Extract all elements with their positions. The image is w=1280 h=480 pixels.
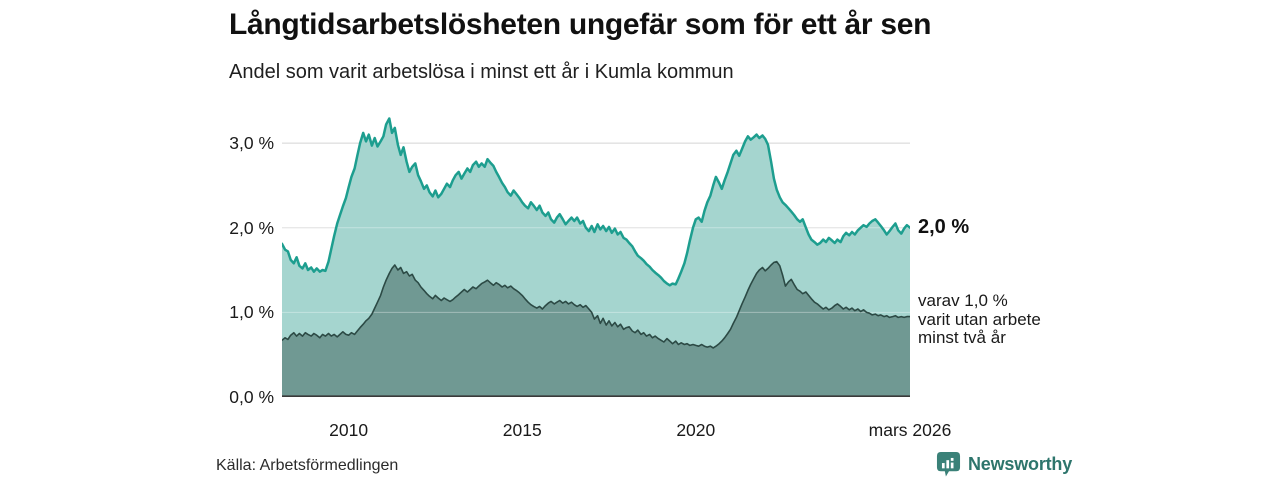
chart-subtitle: Andel som varit arbetslösa i minst ett å… — [229, 61, 734, 83]
area-chart-plot — [282, 117, 910, 397]
y-tick-label: 1,0 % — [229, 302, 274, 323]
series2-annotation: varav 1,0 % varit utan arbete minst två … — [918, 291, 1041, 347]
x-tick-label: 2020 — [676, 420, 716, 440]
newsworthy-wordmark: Newsworthy — [968, 454, 1073, 474]
x-tick-label: mars 2026 — [868, 420, 952, 440]
end-value-annotation: 2,0 % — [918, 216, 970, 238]
y-tick-label: 3,0 % — [229, 133, 274, 154]
y-tick-label: 2,0 % — [229, 217, 274, 238]
x-tick-label: 2015 — [502, 420, 542, 440]
series-line-0 — [282, 117, 910, 287]
source-note: Källa: Arbetsförmedlingen — [216, 457, 399, 474]
chart-title: Långtidsarbetslösheten ungefär som för e… — [229, 8, 932, 41]
newsworthy-logo: Newsworthy — [936, 451, 1072, 478]
x-tick-label: 2010 — [329, 420, 369, 440]
area-fill-1 — [282, 261, 910, 397]
y-tick-label: 0,0 % — [229, 387, 274, 407]
newsworthy-bubble-chart-icon — [936, 452, 961, 477]
series-line-1 — [282, 260, 910, 349]
